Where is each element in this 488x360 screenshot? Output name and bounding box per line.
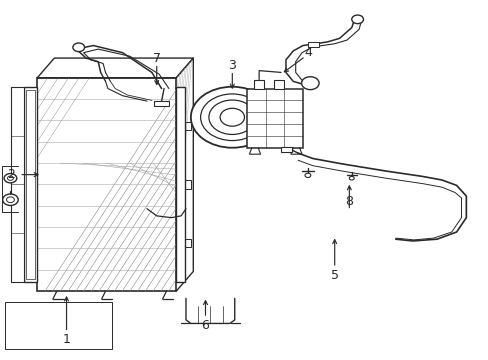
Circle shape	[351, 15, 363, 24]
Bar	[176, 87, 184, 282]
Text: 7: 7	[152, 51, 161, 64]
Bar	[26, 90, 35, 279]
Bar	[24, 87, 37, 282]
Bar	[307, 42, 318, 46]
Bar	[37, 78, 176, 291]
Bar	[11, 87, 24, 282]
Bar	[154, 101, 168, 107]
Bar	[281, 147, 291, 152]
Circle shape	[4, 174, 17, 183]
Bar	[273, 80, 283, 89]
Text: 8: 8	[345, 195, 353, 208]
Circle shape	[348, 176, 353, 180]
Circle shape	[301, 77, 319, 90]
Text: 6: 6	[201, 319, 209, 332]
Text: 4: 4	[304, 46, 311, 59]
Text: 3: 3	[228, 59, 236, 72]
Bar	[246, 89, 303, 148]
Circle shape	[190, 87, 273, 148]
Text: 1: 1	[62, 333, 70, 346]
Bar	[254, 80, 264, 89]
Text: 5: 5	[330, 269, 338, 282]
Circle shape	[2, 194, 18, 206]
Bar	[4, 302, 112, 348]
Circle shape	[73, 43, 84, 51]
Circle shape	[305, 173, 310, 177]
Text: 2: 2	[7, 168, 15, 181]
